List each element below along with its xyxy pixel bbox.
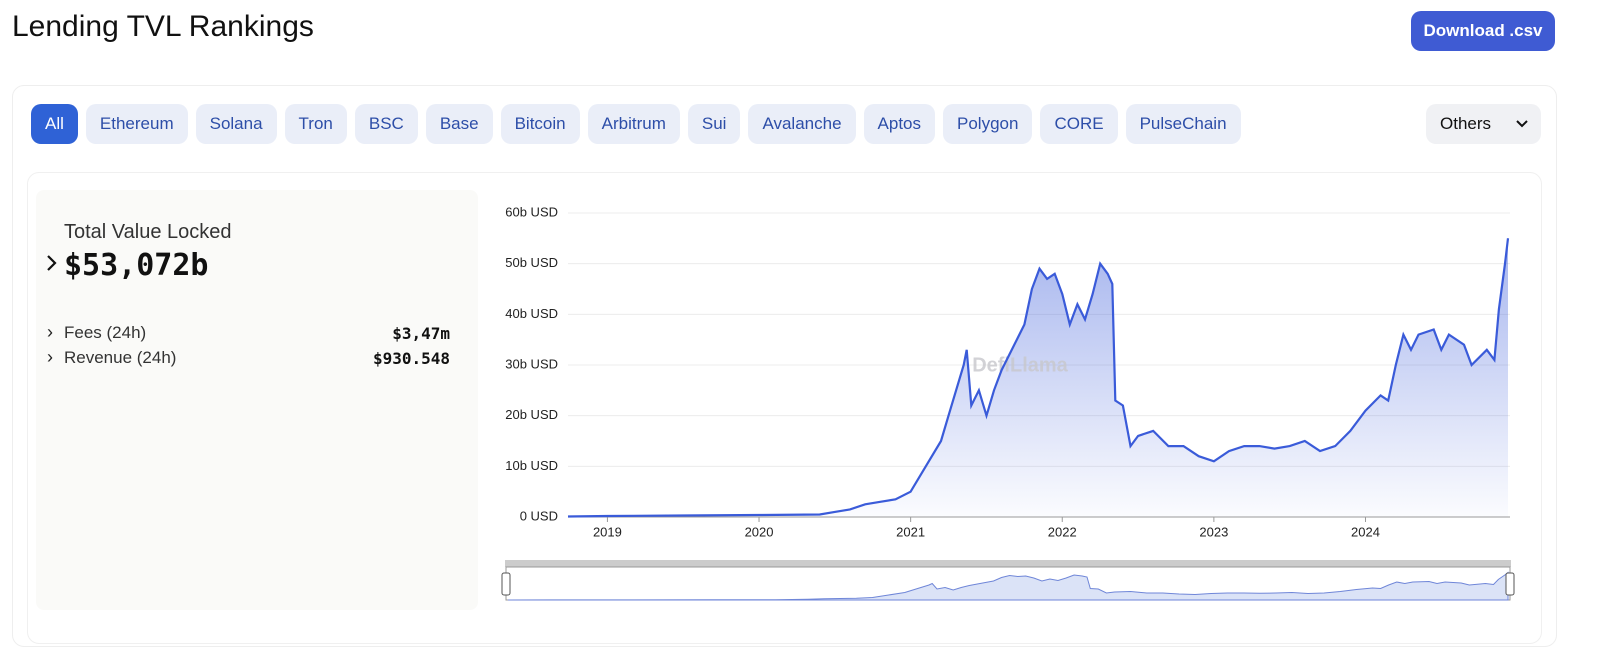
area xyxy=(568,238,1508,518)
chain-tab[interactable]: Arbitrum xyxy=(587,104,680,144)
chain-tab[interactable]: BSC xyxy=(354,104,418,144)
chain-tab[interactable]: Ethereum xyxy=(85,104,188,144)
stat-value: $930.548 xyxy=(372,349,450,368)
y-tick-label: 0 USD xyxy=(520,508,558,523)
chain-tab[interactable]: PulseChain xyxy=(1125,104,1241,144)
brush-handle-right[interactable] xyxy=(1505,572,1515,596)
chain-tab[interactable]: Avalanche xyxy=(748,104,856,144)
chain-tab[interactable]: All xyxy=(31,104,78,144)
page-title: Lending TVL Rankings xyxy=(12,10,314,43)
dropdown-chevron xyxy=(1516,120,1528,128)
row-chevron[interactable]: › xyxy=(47,347,53,367)
others-label: Others xyxy=(1440,114,1492,133)
chain-tab[interactable]: Solana xyxy=(195,104,277,144)
y-tick-label: 50b USD xyxy=(505,255,558,270)
x-tick-label: 2019 xyxy=(593,524,622,539)
brush-bar xyxy=(505,560,1511,567)
y-tick-label: 20b USD xyxy=(505,407,558,422)
stat-label: Revenue (24h) xyxy=(64,348,177,367)
chain-tab[interactable]: Base xyxy=(425,104,493,144)
y-tick-label: 40b USD xyxy=(505,306,558,321)
x-tick-label: 2022 xyxy=(1048,524,1077,539)
line xyxy=(567,238,1510,518)
tvl-label: Total Value Locked xyxy=(64,221,232,243)
download-button[interactable]: Download .csv xyxy=(1411,11,1555,51)
chain-tab[interactable]: Polygon xyxy=(943,104,1033,144)
chain-tab[interactable]: Bitcoin xyxy=(500,104,580,144)
y-tick-label: 30b USD xyxy=(505,356,558,371)
brush-handle-left[interactable] xyxy=(501,572,511,596)
chain-tab[interactable]: Aptos xyxy=(863,104,936,144)
row-chevron[interactable]: › xyxy=(47,322,53,342)
expand-chevron[interactable] xyxy=(45,254,59,272)
chart: DefiLlama 0 USD 10b USD 20b USD 30b USD 40b … xyxy=(501,204,1515,601)
chain-tabs: All Ethereum Solana Tron BSC Base Bitcoin Arbit… xyxy=(31,104,1241,144)
y-tick-label: 60b USD xyxy=(505,204,558,219)
brush-area xyxy=(507,571,1509,601)
tvl-value: $53,072b xyxy=(64,248,209,283)
x-tick-label: 2020 xyxy=(745,524,774,539)
stat-label: Fees (24h) xyxy=(64,323,147,342)
y-tick-label: 10b USD xyxy=(505,458,558,473)
stat-value: $3,47m xyxy=(392,324,450,343)
x-tick-label: 2021 xyxy=(896,524,925,539)
stats-panel xyxy=(36,190,478,610)
chain-tab[interactable]: Tron xyxy=(284,104,347,144)
watermark: DefiLlama xyxy=(972,354,1068,376)
chain-tab[interactable]: Sui xyxy=(687,104,741,144)
x-tick-label: 2024 xyxy=(1351,524,1380,539)
others-dropdown[interactable]: Others xyxy=(1426,104,1541,144)
chain-tab[interactable]: CORE xyxy=(1040,104,1118,144)
x-tick-label: 2023 xyxy=(1199,524,1228,539)
